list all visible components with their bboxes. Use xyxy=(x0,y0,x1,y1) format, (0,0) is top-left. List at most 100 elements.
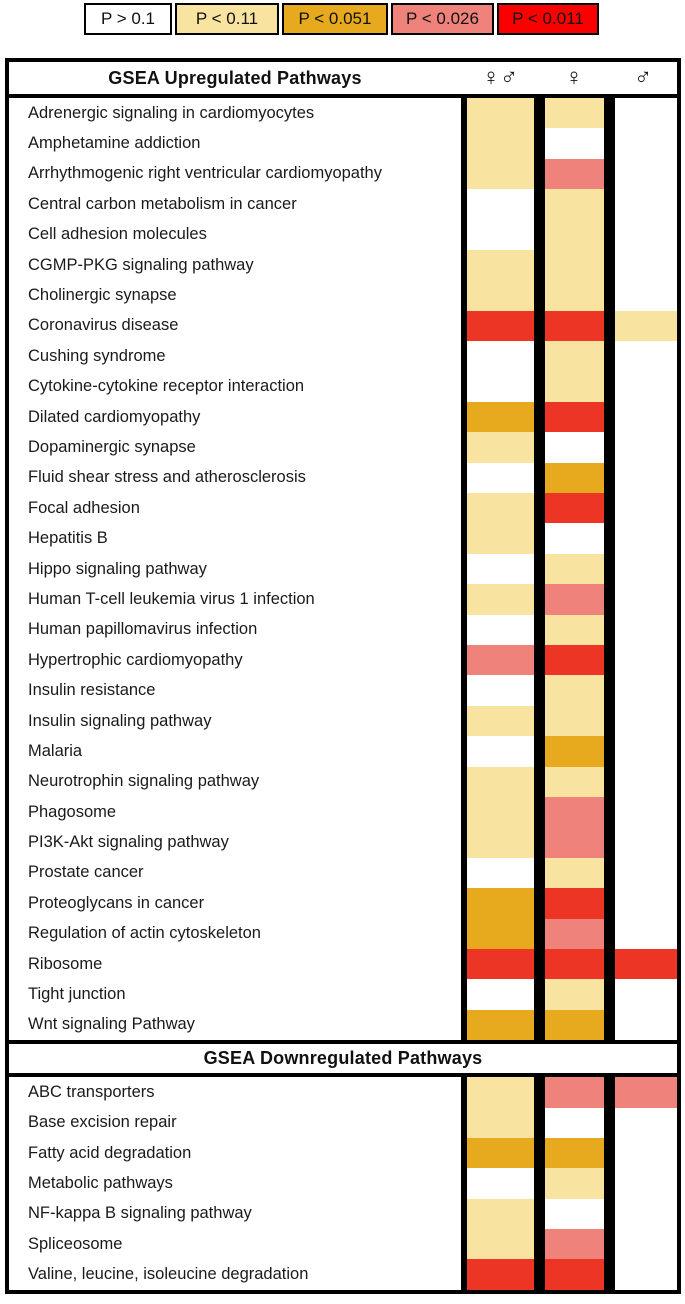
pvalue-cell-male xyxy=(609,310,677,342)
pathway-row: Valine, leucine, isoleucine degradation xyxy=(9,1259,677,1290)
pathway-row: Arrhythmogenic right ventricular cardiom… xyxy=(9,158,677,190)
pvalue-cell-combined xyxy=(461,371,539,402)
pvalue-cell-combined xyxy=(461,888,539,919)
pathway-row: Metabolic pathways xyxy=(9,1168,677,1199)
downregulated-title: GSEA Downregulated Pathways xyxy=(203,1048,483,1069)
pathway-label: Wnt signaling Pathway xyxy=(28,1015,195,1034)
pvalue-cell-combined xyxy=(461,158,539,190)
pvalue-cell-male xyxy=(609,888,677,919)
pvalue-cell-male xyxy=(609,158,677,190)
pathway-row: Fluid shear stress and atherosclerosis xyxy=(9,462,677,494)
pvalue-cell-male xyxy=(609,857,677,889)
pvalue-cell-male xyxy=(609,1198,677,1230)
pvalue-cell-female xyxy=(539,948,609,980)
pvalue-cell-combined xyxy=(461,948,539,980)
pvalue-cell-male xyxy=(609,1168,677,1199)
pathway-label: Hypertrophic cardiomyopathy xyxy=(28,650,243,669)
pvalue-cell-female xyxy=(539,432,609,463)
upregulated-section-header: GSEA Upregulated Pathways ♀♂ ♀ ♂ xyxy=(9,62,677,98)
pvalue-cell-combined xyxy=(461,310,539,342)
pvalue-cell-combined xyxy=(461,1168,539,1199)
pvalue-cell-combined xyxy=(461,280,539,311)
pvalue-cell-female xyxy=(539,158,609,190)
pvalue-cell-combined xyxy=(461,128,539,159)
upregulated-title: GSEA Upregulated Pathways xyxy=(108,67,362,88)
pathway-row: Dilated cardiomyopathy xyxy=(9,401,677,433)
pvalue-cell-combined xyxy=(461,432,539,463)
pvalue-cell-male xyxy=(609,918,677,949)
pvalue-cell-combined xyxy=(461,827,539,858)
pvalue-cell-male xyxy=(609,979,677,1010)
pvalue-cell-combined xyxy=(461,1229,539,1260)
female-male-combined-icon: ♀♂ xyxy=(482,64,518,91)
pathway-row: Human papillomavirus infection xyxy=(9,614,677,646)
downregulated-rows: ABC transporters Base excision repair Fatt… xyxy=(9,1077,677,1290)
pvalue-cell-female xyxy=(539,766,609,797)
upregulated-rows: Adrenergic signaling in cardiomyocytes Am… xyxy=(9,98,677,1041)
pvalue-cell-female xyxy=(539,523,609,554)
legend-item: P > 0.1 xyxy=(84,3,172,35)
pathway-label: Adrenergic signaling in cardiomyocytes xyxy=(28,103,315,122)
legend-item: P < 0.11 xyxy=(175,3,279,35)
pvalue-cell-combined xyxy=(461,189,539,220)
pathway-label: Ribosome xyxy=(28,954,103,973)
pvalue-cell-combined xyxy=(461,523,539,554)
pathway-label: Malaria xyxy=(28,741,83,760)
pathway-row: Phagosome xyxy=(9,796,677,828)
pvalue-cell-female xyxy=(539,979,609,1010)
pvalue-cell-male xyxy=(609,432,677,463)
pathway-label: Cytokine-cytokine receptor interaction xyxy=(28,377,305,396)
pvalue-cell-combined xyxy=(461,645,539,676)
pathway-row: CGMP-PKG signaling pathway xyxy=(9,249,677,281)
pathway-label: Focal adhesion xyxy=(28,498,140,517)
pathway-row: Ribosome xyxy=(9,948,677,980)
pathway-row: Proteoglycans in cancer xyxy=(9,888,677,919)
pvalue-cell-female xyxy=(539,1198,609,1230)
pathway-label: Human T-cell leukemia virus 1 infection xyxy=(28,589,315,608)
pathway-row: Human T-cell leukemia virus 1 infection xyxy=(9,584,677,615)
pvalue-cell-combined xyxy=(461,249,539,281)
pathway-label: Fatty acid degradation xyxy=(28,1143,192,1162)
pvalue-cell-combined xyxy=(461,1107,539,1138)
pvalue-cell-combined xyxy=(461,553,539,585)
pvalue-cell-female xyxy=(539,1009,609,1041)
pvalue-cell-combined xyxy=(461,766,539,797)
pathway-label: Metabolic pathways xyxy=(28,1173,173,1192)
pvalue-cell-male xyxy=(609,1077,677,1108)
gsea-pathway-table: GSEA Upregulated Pathways ♀♂ ♀ ♂ Adrener… xyxy=(5,58,681,1294)
pvalue-cell-male xyxy=(609,705,677,737)
legend-item: P < 0.026 xyxy=(391,3,494,35)
pvalue-cell-male xyxy=(609,462,677,494)
pathway-row: Adrenergic signaling in cardiomyocytes xyxy=(9,98,677,129)
pvalue-cell-male xyxy=(609,1107,677,1138)
pvalue-cell-female xyxy=(539,584,609,615)
pathway-label: Hippo signaling pathway xyxy=(28,559,207,578)
pathway-label: Dilated cardiomyopathy xyxy=(28,407,201,426)
pathway-row: Cholinergic synapse xyxy=(9,280,677,311)
pathway-row: Prostate cancer xyxy=(9,857,677,889)
pvalue-cell-male xyxy=(609,280,677,311)
pvalue-cell-female xyxy=(539,1168,609,1199)
pvalue-cell-female xyxy=(539,371,609,402)
pathway-label: Cell adhesion molecules xyxy=(28,225,207,244)
pvalue-cell-combined xyxy=(461,584,539,615)
pathway-row: PI3K-Akt signaling pathway xyxy=(9,827,677,858)
pathway-row: ABC transporters xyxy=(9,1077,677,1108)
pathway-row: Central carbon metabolism in cancer xyxy=(9,189,677,220)
pathway-label: Spliceosome xyxy=(28,1234,123,1253)
pathway-row: NF-kappa B signaling pathway xyxy=(9,1198,677,1230)
pathway-label: Insulin signaling pathway xyxy=(28,711,212,730)
pvalue-cell-combined xyxy=(461,1077,539,1108)
pvalue-cell-female xyxy=(539,249,609,281)
pathway-label: Proteoglycans in cancer xyxy=(28,893,205,912)
pvalue-cell-combined xyxy=(461,493,539,524)
pathway-row: Spliceosome xyxy=(9,1229,677,1260)
pvalue-cell-male xyxy=(609,1259,677,1290)
pvalue-cell-female xyxy=(539,189,609,220)
pvalue-cell-female xyxy=(539,918,609,949)
pvalue-cell-male xyxy=(609,736,677,767)
pathway-label: Tight junction xyxy=(28,985,126,1004)
pvalue-cell-male xyxy=(609,553,677,585)
male-icon: ♂ xyxy=(634,64,652,91)
pathway-label: Human papillomavirus infection xyxy=(28,620,258,639)
